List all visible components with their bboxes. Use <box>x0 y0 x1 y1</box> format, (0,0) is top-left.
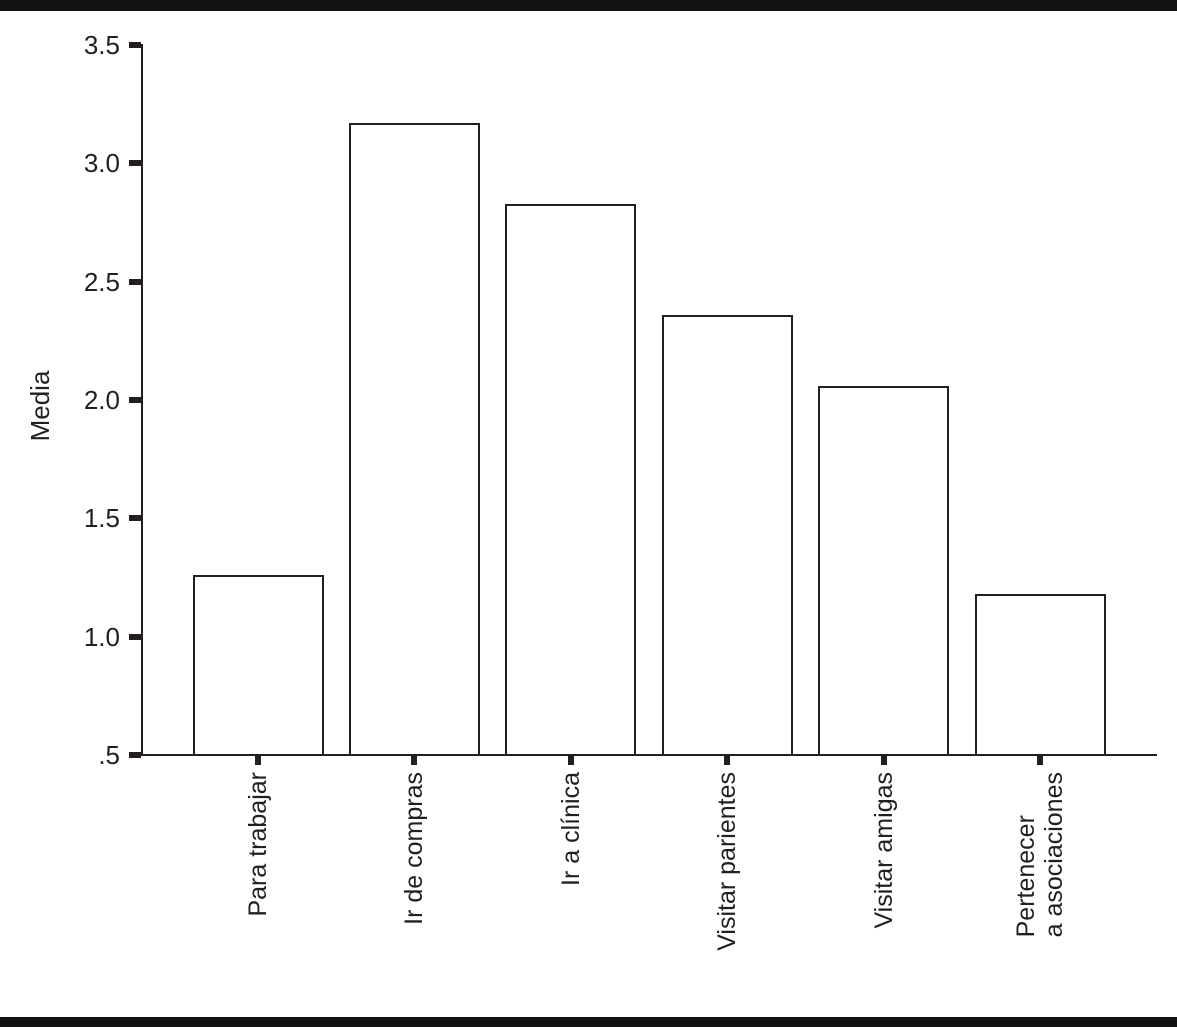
y-tick-mark <box>129 278 141 285</box>
bar-1 <box>192 575 324 756</box>
x-tick-mark <box>1037 756 1043 765</box>
top-border-rule <box>0 0 1177 11</box>
x-category-label: Visitar parientes <box>713 772 742 951</box>
x-category-label: Para trabajar <box>244 772 272 917</box>
bar-4 <box>661 314 793 756</box>
y-tick-label: 2.5 <box>83 266 120 297</box>
y-tick-label: 3.5 <box>83 30 120 60</box>
y-tick-mark <box>129 752 141 758</box>
x-axis-line <box>141 754 1157 756</box>
y-tick-mark <box>129 515 141 522</box>
bar-5 <box>818 385 950 756</box>
x-category-label: Pertenecer a asociaciones <box>1012 772 1068 938</box>
x-category-label: Ir a clínica <box>556 772 585 886</box>
x-category-label: Ir de compras <box>400 772 429 925</box>
bar-6 <box>974 594 1106 756</box>
y-tick-label: 1.5 <box>83 503 120 534</box>
x-tick-mark <box>724 756 731 765</box>
bottom-border-rule <box>0 1017 1177 1027</box>
x-tick-mark <box>880 756 887 765</box>
x-tick-mark <box>255 756 261 765</box>
x-category-label: Visitar amigas <box>869 772 898 929</box>
y-tick-mark <box>129 160 141 167</box>
bar-3 <box>505 203 637 756</box>
y-tick-label: 3.0 <box>83 148 120 179</box>
x-tick-mark <box>567 756 574 765</box>
x-tick-mark <box>411 756 418 765</box>
y-tick-label: 1.0 <box>83 621 120 652</box>
y-axis-line <box>141 44 143 756</box>
y-tick-mark <box>129 42 141 48</box>
bar-2 <box>348 123 480 756</box>
y-tick-label: .5 <box>98 740 120 770</box>
y-tick-mark <box>129 397 141 403</box>
y-tick-mark <box>129 633 141 640</box>
y-tick-label: 2.0 <box>83 385 120 415</box>
